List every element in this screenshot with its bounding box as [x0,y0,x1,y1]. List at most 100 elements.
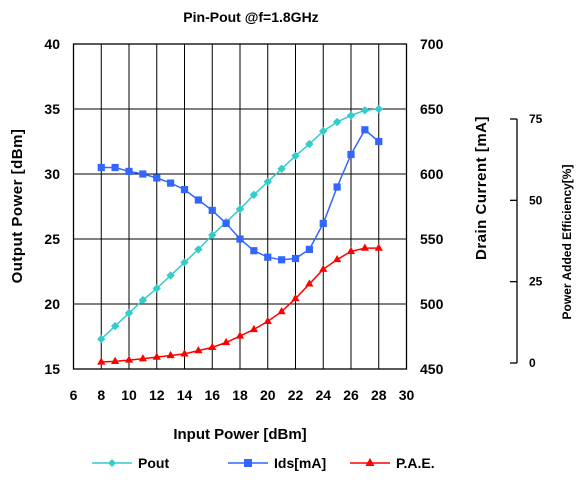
data-point [250,247,258,255]
series-pout [97,104,383,344]
data-point [360,106,370,115]
x-tick-label: 30 [399,387,415,403]
data-point [249,190,259,199]
data-point [277,164,286,173]
data-point [374,104,383,114]
right-y-tick-label: 600 [420,166,444,182]
pae-tick-label: 75 [529,112,543,126]
data-point [305,279,314,287]
data-point [139,170,147,178]
right-y-tick-label: 700 [420,36,444,52]
data-point [222,337,231,346]
data-point [194,245,203,254]
right-y-axis-label: Drain Current [mA] [473,116,490,260]
left-y-tick-label: 25 [44,231,60,247]
x-axis-label: Input Power [dBm] [173,426,306,443]
pae-axis-label: Power Added Efficiency[%] [560,165,574,320]
data-point [263,177,272,186]
left-y-tick-label: 15 [44,361,60,377]
data-point [360,243,369,251]
x-tick-label: 14 [177,387,193,403]
data-point [332,117,342,127]
legend-item: P.A.E. [350,455,435,471]
data-point [108,459,116,467]
data-point [375,137,383,146]
right-y-tick-labels: 450 500 550 600 650 700 [420,36,444,377]
pae-tick-label: 25 [529,275,543,289]
pae-axis: 0 25 50 75 [510,112,543,370]
left-y-tick-label: 20 [44,296,60,312]
data-point [249,324,258,333]
data-point [346,246,356,255]
data-point [244,459,252,467]
data-point [319,219,327,227]
data-point [346,111,356,120]
data-point [236,235,244,243]
data-point [138,295,148,305]
right-y-tick-label: 550 [420,231,444,247]
data-point [305,139,314,149]
x-tick-label: 24 [315,387,331,403]
x-tick-label: 6 [70,387,78,403]
data-point [125,167,133,175]
data-point [347,150,355,159]
data-point [291,151,300,160]
x-tick-label: 8 [97,387,105,403]
series-ids-ma [97,126,383,264]
right-y-tick-label: 500 [420,296,444,312]
data-point [264,253,272,261]
data-point [374,243,383,251]
legend-item: Ids[mA] [228,455,326,471]
data-point [208,342,217,350]
data-point [110,321,120,331]
legend-label: Ids[mA] [274,455,326,471]
data-point [194,346,203,354]
data-point [305,245,313,253]
x-tick-label: 28 [371,387,387,403]
data-point [235,331,245,339]
legend-item: Pout [92,455,169,471]
data-point [222,219,230,227]
data-point [208,206,216,214]
left-y-tick-label: 35 [44,101,60,117]
x-tick-label: 20 [260,387,276,403]
data-point [263,316,272,324]
legend: Pout Ids[mA] P.A.E. [92,455,435,471]
data-point [97,334,106,344]
data-point [291,293,300,302]
x-tick-labels: 6 8 10 12 14 16 18 20 22 24 26 28 30 [70,387,415,403]
data-point [235,204,245,214]
x-tick-label: 10 [121,387,137,403]
data-point [278,256,286,264]
right-y-tick-label: 450 [420,361,444,377]
data-point [111,356,120,364]
data-point [152,284,161,293]
data-point [124,355,134,363]
x-tick-label: 18 [232,387,248,403]
data-point [97,163,105,172]
x-tick-label: 12 [149,387,165,403]
data-point [319,126,328,136]
left-y-tick-label: 40 [44,36,60,52]
x-tick-label: 16 [204,387,220,403]
data-series [97,104,383,365]
data-point [319,264,328,272]
legend-label: P.A.E. [396,455,435,471]
series-p-a-e [97,243,383,365]
data-point [166,350,175,359]
data-point [333,183,341,191]
data-point [277,306,286,315]
legend-label: Pout [138,455,169,471]
data-point [180,186,189,194]
data-point [138,354,147,362]
data-point [97,357,106,365]
data-point [153,174,161,182]
x-tick-label: 22 [288,387,304,403]
data-point [194,196,202,204]
data-point [180,349,189,357]
data-point [333,254,342,263]
data-point [111,163,119,172]
data-point [166,271,175,280]
pae-tick-label: 0 [529,356,536,370]
